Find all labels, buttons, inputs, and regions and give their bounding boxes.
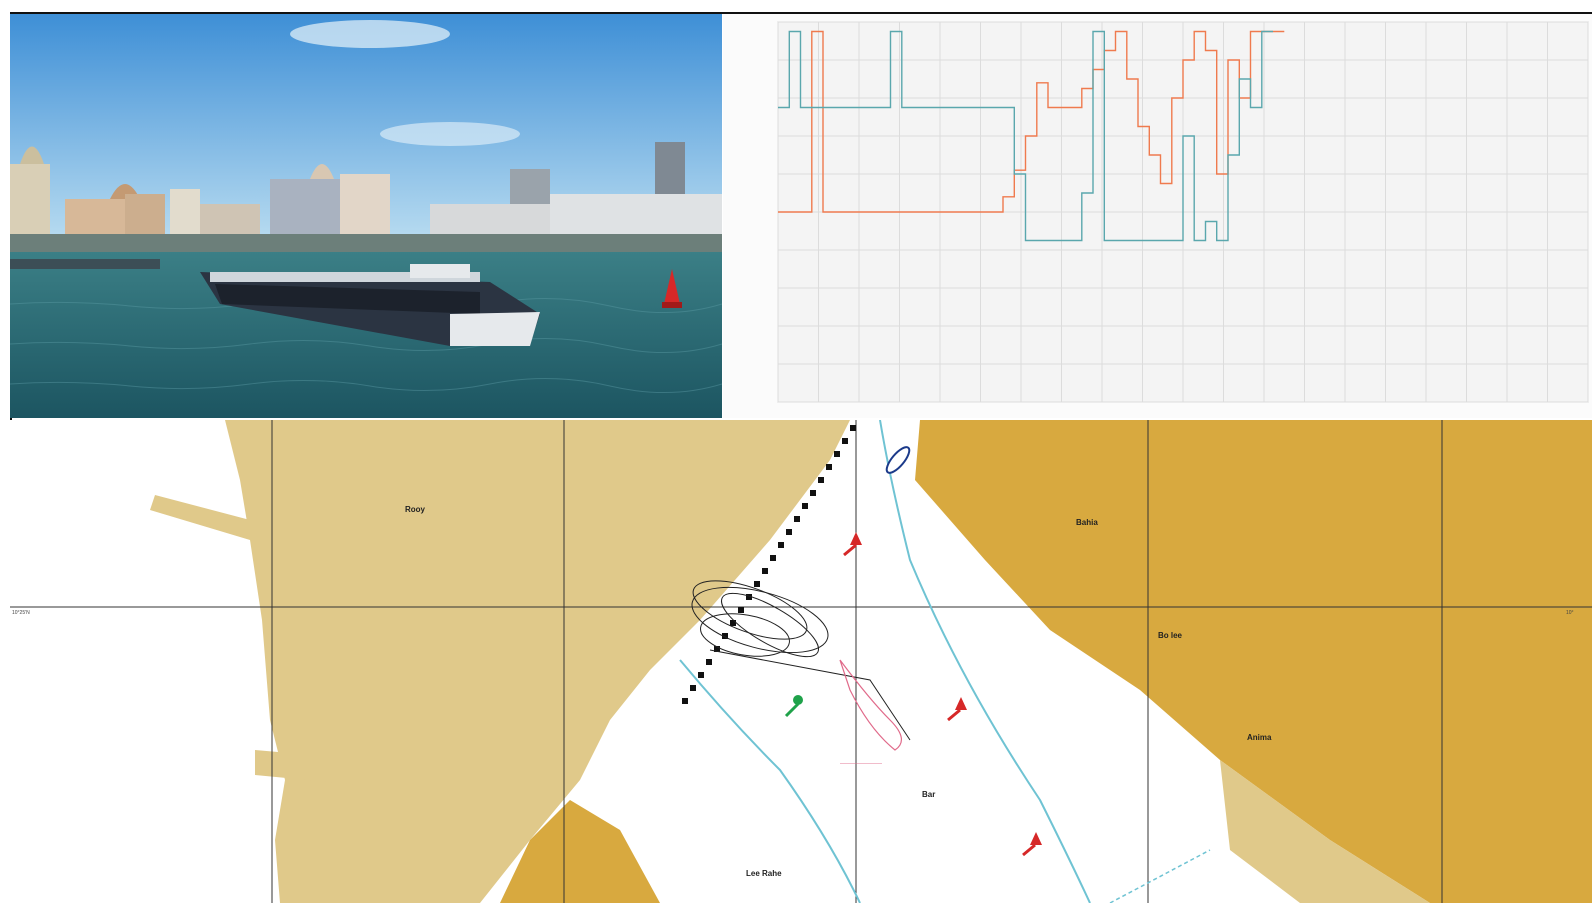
map-label: Bo lee — [1158, 631, 1183, 640]
green-buoy-icon — [786, 695, 803, 716]
map-label: Rooy — [405, 505, 426, 514]
map-label: Bar — [922, 790, 935, 799]
svg-text:———————: ——————— — [840, 761, 882, 767]
map-label: Lee Rahe — [746, 869, 782, 878]
time-series-chart[interactable] — [723, 14, 1592, 418]
land-west — [225, 420, 850, 903]
latitude-label-left: 10°25'N — [12, 610, 30, 616]
red-buoy-icon — [948, 697, 967, 720]
red-buoy-icon — [1023, 832, 1042, 855]
scene-view[interactable] — [10, 14, 722, 418]
nautical-chart-map[interactable]: ——————— Rooy Bahia Bo lee Anima Bar Lee … — [10, 420, 1592, 903]
red-buoy-icon — [844, 532, 862, 555]
map-label: Anima — [1247, 733, 1272, 742]
planned-track — [840, 660, 901, 750]
map-label: Bahia — [1076, 518, 1098, 527]
latitude-label-right: 10° — [1566, 610, 1574, 616]
